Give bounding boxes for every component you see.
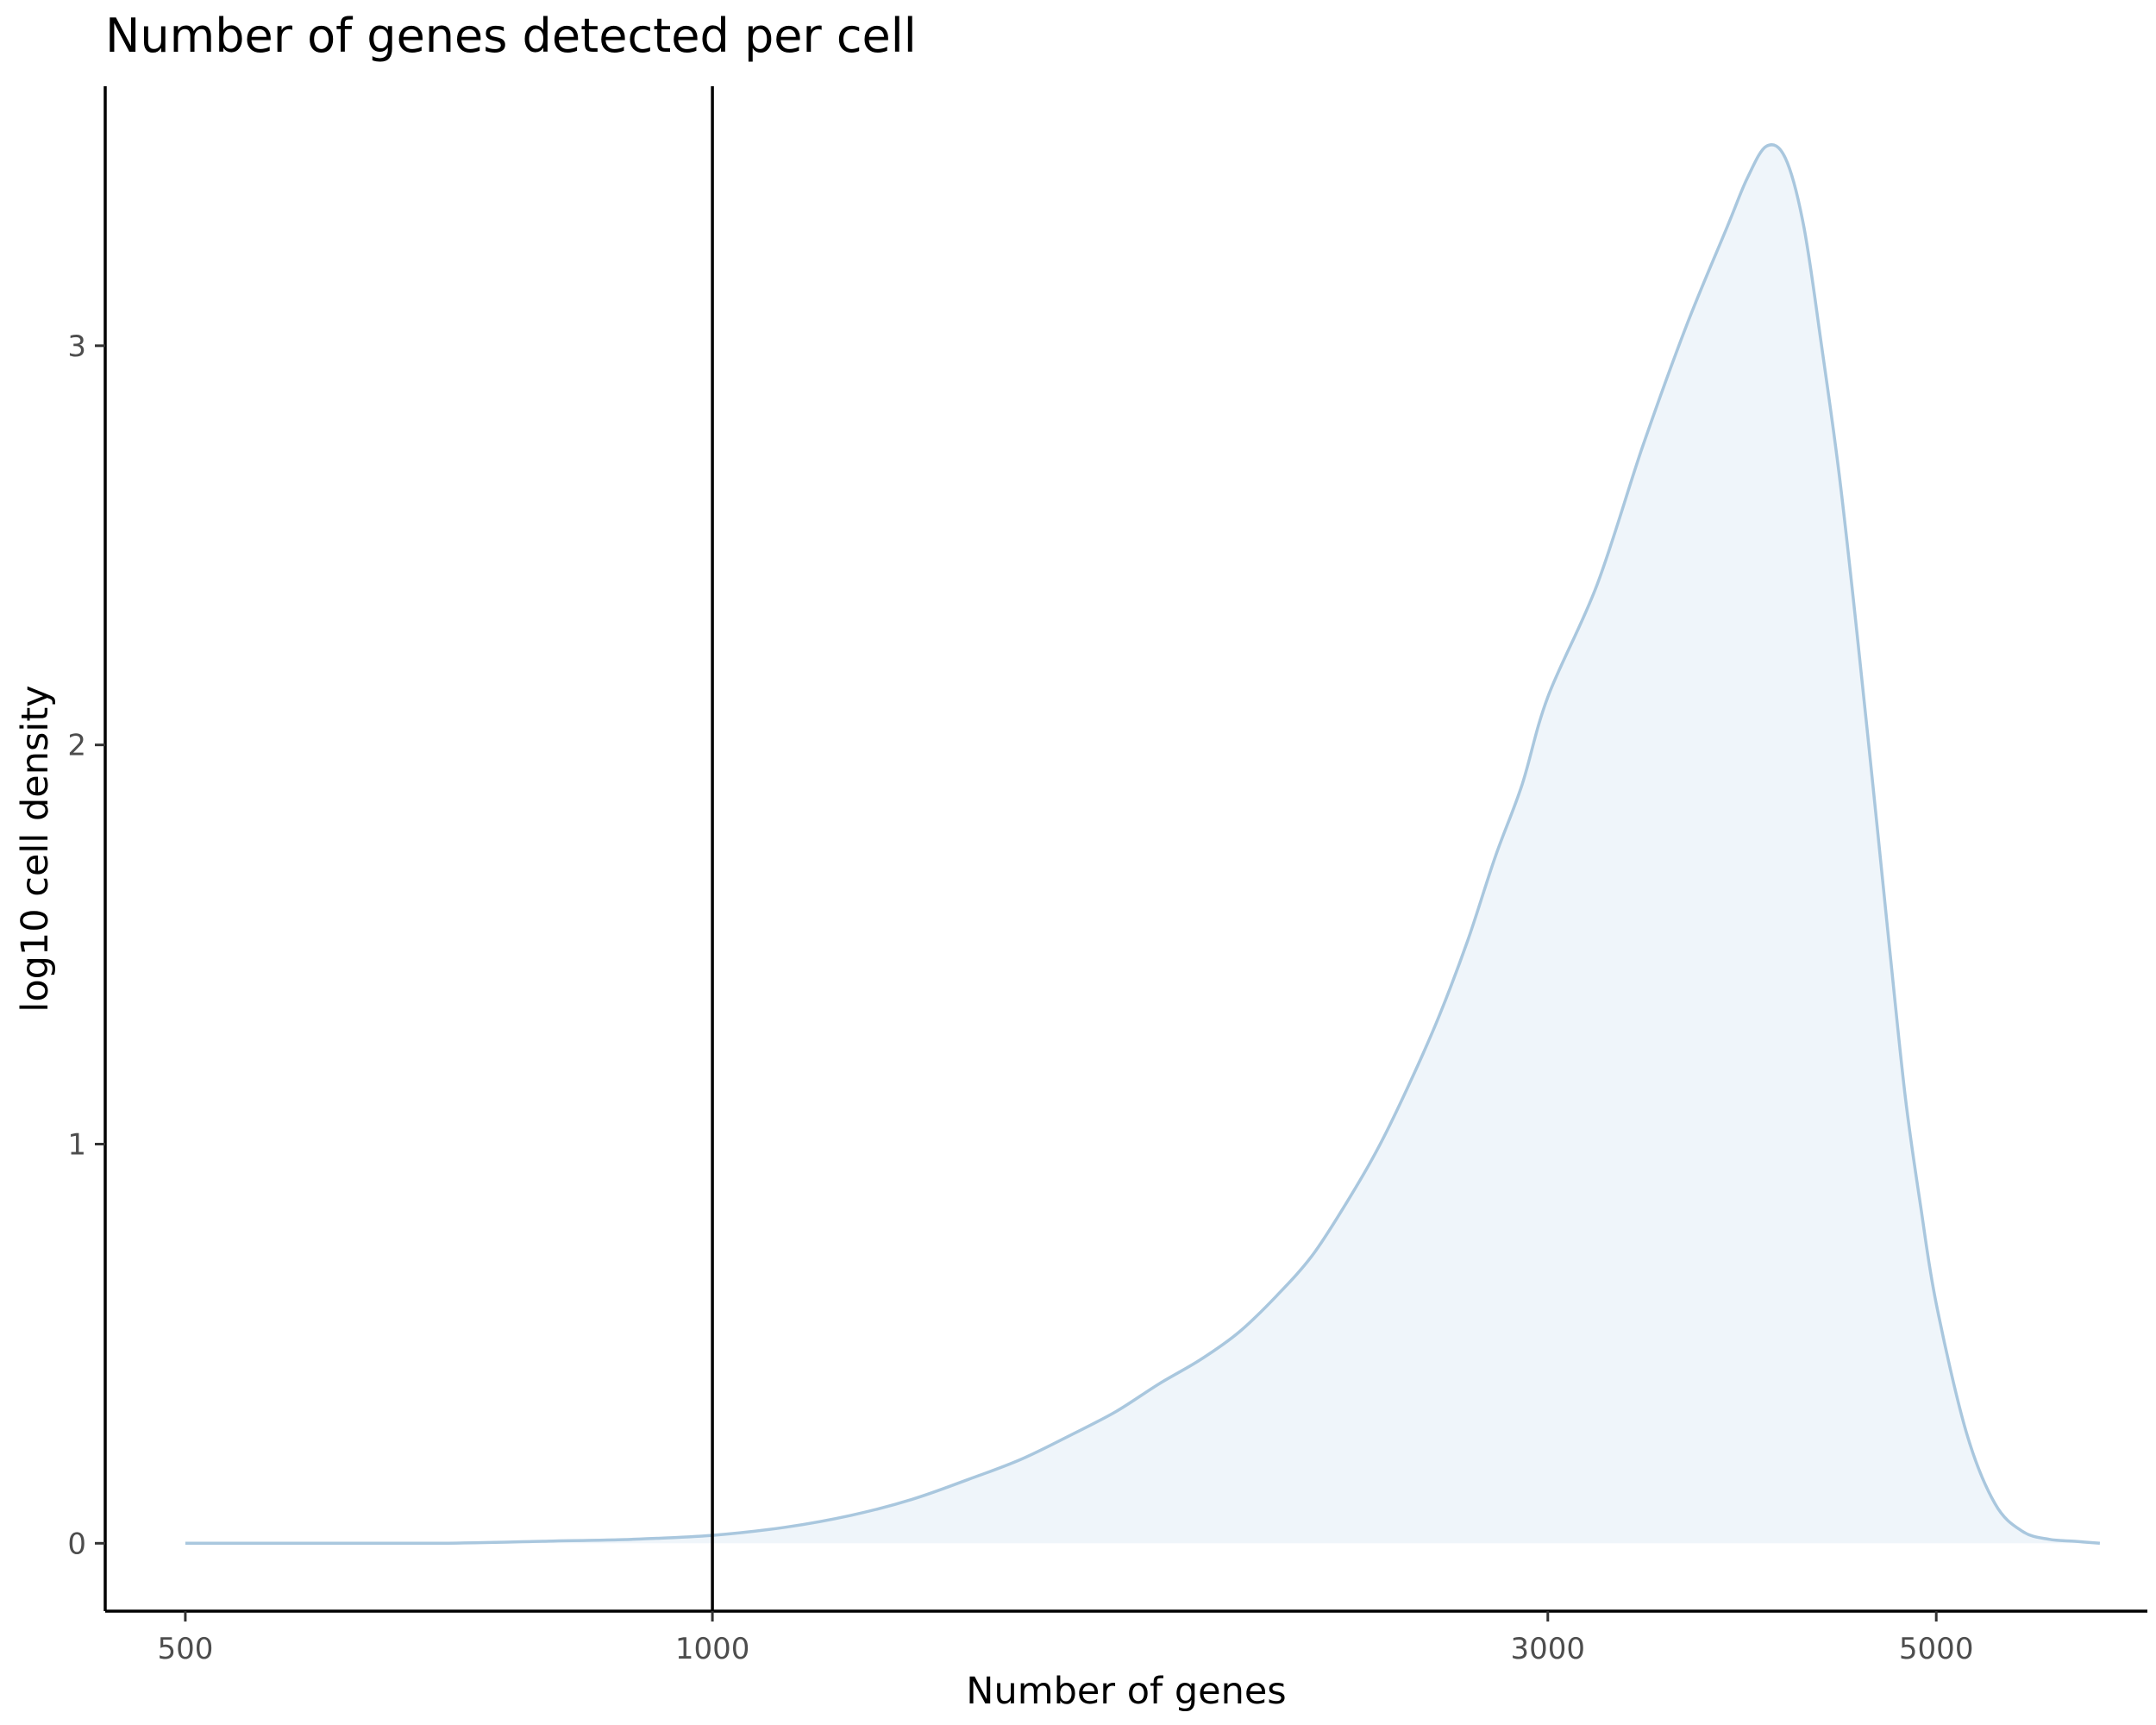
x-tick-label: 5000: [1899, 1632, 1974, 1666]
y-tick-label: 2: [67, 729, 86, 763]
x-tick-label: 1000: [675, 1632, 750, 1666]
y-tick-label: 0: [67, 1527, 86, 1561]
x-tick-label: 3000: [1511, 1632, 1586, 1666]
density-line: [185, 143, 2101, 1546]
y-tick-label: 1: [67, 1127, 86, 1162]
y-tick-label: 3: [67, 329, 86, 364]
density-area: [185, 144, 2100, 1544]
x-tick-label: 500: [157, 1632, 213, 1666]
plot-area: 500 1000 3000 5000 0 1 2 3: [67, 86, 2147, 1666]
chart-title: Number of genes detected per cell: [105, 9, 917, 63]
x-axis-title: Number of genes: [966, 1670, 1286, 1713]
y-axis-title: log10 cell density: [14, 685, 57, 1012]
